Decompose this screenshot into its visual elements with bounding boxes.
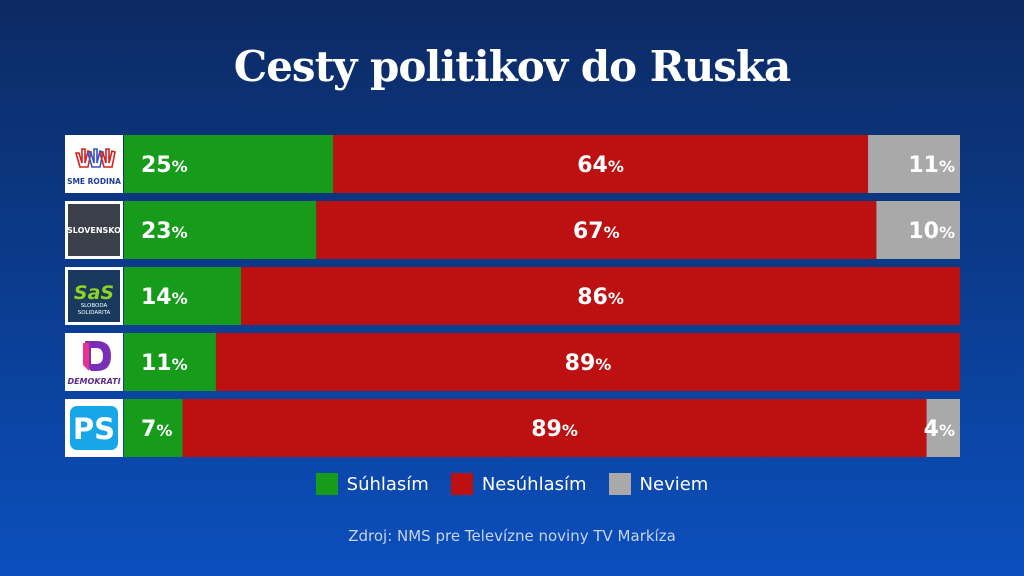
value-label-agree: 11% [141,351,188,376]
value-number: 89 [531,417,562,442]
value-unit: % [604,223,620,242]
value-unit: % [939,421,955,440]
value-unit: % [172,355,188,374]
value-number: 89 [565,351,596,376]
value-number: 11 [908,153,939,178]
logo-text: SaS [74,282,114,304]
hand-icon [86,148,104,168]
logo-blue-panel [70,406,118,450]
bar-agree [124,267,242,325]
value-label-agree: 14% [141,285,188,310]
value-number: 10 [908,219,939,244]
value-number: 14 [141,285,172,310]
sme-rodina-logo: SME RODINA [65,135,123,193]
value-label-agree: 25% [141,153,188,178]
value-unit: % [172,289,188,308]
legend-swatch-agree [315,473,338,495]
logo-dark-panel [68,270,120,322]
value-unit: % [939,223,955,242]
value-unit: % [172,157,188,176]
logo-text: PS [73,412,115,446]
source-note: Zdroj: NMS pre Televízne noviny TV Markí… [348,527,676,545]
value-label-disagree: 64% [577,153,624,178]
bar-dontknow [868,135,960,193]
legend-item-agree: Súhlasím [315,473,429,495]
bars-group [124,135,961,457]
legend-swatch-dontknow [608,473,631,495]
bar-disagree [182,399,927,457]
value-number: 23 [141,219,172,244]
value-label-disagree: 89% [565,351,612,376]
value-unit: % [595,355,611,374]
hand-icon [98,148,116,168]
value-unit: % [939,157,955,176]
logo-subtext: SOLIDARITA [78,310,111,316]
value-unit: % [156,421,172,440]
ps-logo: PS [65,399,123,457]
bar-disagree [316,201,877,259]
value-label-disagree: 89% [531,417,578,442]
value-label-agree: 23% [141,219,188,244]
bar-disagree [215,333,960,391]
legend-label-dontknow: Neviem [639,473,709,495]
demokrati-logo: DEMOKRATI [65,333,123,391]
value-label-disagree: 86% [577,285,624,310]
value-number: 64 [577,153,608,178]
value-label-dontknow: 4% [924,417,955,442]
value-number: 4 [924,417,939,442]
d-mark-accent [83,343,89,371]
value-unit: % [608,289,624,308]
bar-disagree [241,267,961,325]
legend-item-dontknow: Neviem [608,473,709,495]
legend-swatch-disagree [450,473,473,495]
value-labels: 25% 64% 11%23% 67% 10%14% 86%11% 89%7% 89% 4% [141,153,955,442]
logo-text: SLOVENSKO [67,226,121,235]
bar-agree [124,135,333,193]
value-label-dontknow: 11% [908,153,955,178]
value-unit: % [172,223,188,242]
bar-agree [124,399,183,457]
chart-title: Cesty politikov do Ruska [233,42,791,91]
logo-text: SME RODINA [67,177,121,186]
legend-item-disagree: Nesúhlasím [450,473,587,495]
value-number: 86 [577,285,608,310]
value-label-dontknow: 10% [908,219,955,244]
legend-label-agree: Súhlasím [346,473,429,495]
legend: Súhlasím Nesúhlasím Neviem [0,473,1024,495]
logo-subtext: SLOBODA [81,303,108,309]
logo-dark-panel [68,204,120,256]
bar-agree [124,333,216,391]
bar-agree [124,201,317,259]
slovensko-logo: SLOVENSKO [65,201,123,259]
legend-label-disagree: Nesúhlasím [481,473,587,495]
value-number: 67 [573,219,604,244]
value-label-disagree: 67% [573,219,620,244]
bar-disagree [333,135,869,193]
d-mark-inner [91,348,103,364]
bar-dontknow [926,399,960,457]
hand-icon [74,148,92,168]
value-number: 7 [141,417,156,442]
value-number: 25 [141,153,172,178]
value-label-agree: 7% [141,417,172,442]
value-unit: % [562,421,578,440]
logo-text: DEMOKRATI [67,377,120,386]
value-unit: % [608,157,624,176]
value-number: 11 [141,351,172,376]
bar-dontknow [876,201,960,259]
